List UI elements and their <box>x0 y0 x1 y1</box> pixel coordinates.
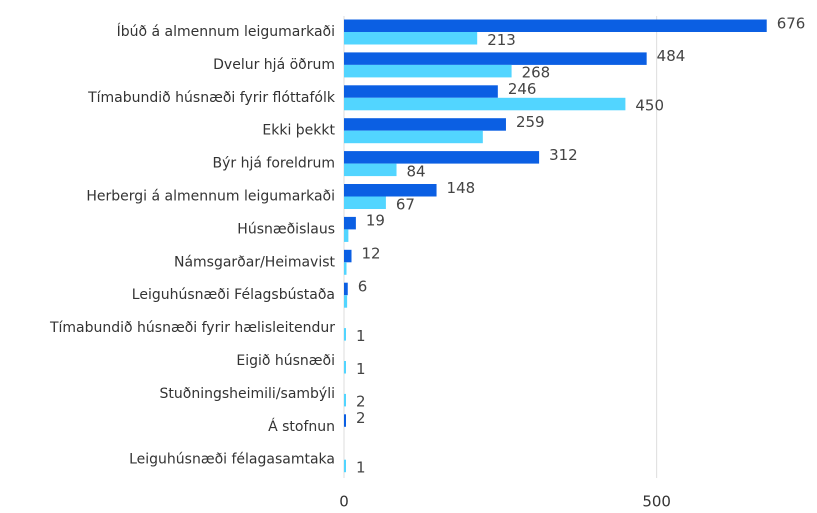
data-label: 1 <box>356 360 366 378</box>
data-label: 312 <box>549 146 578 164</box>
data-label: 2 <box>356 393 366 411</box>
bar <box>344 85 498 98</box>
category-label: Eigið húsnæði <box>236 353 335 369</box>
data-label: 2 <box>356 409 366 427</box>
data-label: 268 <box>522 64 551 82</box>
category-label: Stuðningsheimili/sambýli <box>160 386 336 402</box>
category-label: Býr hjá foreldrum <box>213 156 336 172</box>
bar <box>344 163 397 177</box>
bar <box>344 393 346 407</box>
data-label: 484 <box>657 47 686 65</box>
bar <box>344 32 478 45</box>
category-label: Ekki þekkt <box>262 123 335 139</box>
data-label: 1 <box>356 458 366 476</box>
category-label: Íbúð á almennum leigumarkaði <box>117 23 335 40</box>
x-tick-label: 0 <box>339 493 349 511</box>
bar <box>344 19 767 32</box>
bar <box>344 64 512 78</box>
bar <box>344 295 348 308</box>
category-label: Leiguhúsnæði félagasamtaka <box>129 452 335 468</box>
data-label: 676 <box>777 14 806 32</box>
bar <box>344 97 626 111</box>
category-label: Leiguhúsnæði Félagsbústaða <box>132 287 335 303</box>
category-label: Tímabundið húsnæði fyrir hælisleitendur <box>49 320 335 336</box>
data-label: 259 <box>516 113 545 131</box>
bar <box>344 414 346 427</box>
bar <box>344 249 352 263</box>
data-label: 12 <box>362 245 381 263</box>
bar <box>344 52 647 65</box>
bar <box>344 216 356 230</box>
data-label: 19 <box>366 212 385 230</box>
bar <box>344 361 346 374</box>
bar <box>344 118 506 131</box>
data-label: 148 <box>447 179 476 197</box>
category-label: Námsgarðar/Heimavist <box>174 254 336 270</box>
data-label: 6 <box>358 277 368 295</box>
x-tick-label: 500 <box>642 493 671 511</box>
bar <box>344 229 349 242</box>
data-label: 67 <box>396 195 415 213</box>
data-label: 246 <box>508 80 537 98</box>
category-label: Á stofnun <box>268 418 335 435</box>
bar <box>344 262 347 275</box>
data-label: 84 <box>407 162 426 180</box>
category-label: Húsnæðislaus <box>237 221 335 237</box>
bar <box>344 282 348 296</box>
bar <box>344 196 386 209</box>
data-label: 450 <box>635 97 664 115</box>
bar <box>344 130 483 144</box>
bar <box>344 328 346 341</box>
data-label: 213 <box>487 31 516 49</box>
bar <box>344 151 540 164</box>
category-label: Herbergi á almennum leigumarkaði <box>86 189 335 205</box>
bar <box>344 184 437 197</box>
bar <box>344 459 346 473</box>
category-label: Tímabundið húsnæði fyrir flóttafólk <box>87 90 336 106</box>
data-label: 1 <box>356 327 366 345</box>
category-label: Dvelur hjá öðrum <box>213 57 335 73</box>
